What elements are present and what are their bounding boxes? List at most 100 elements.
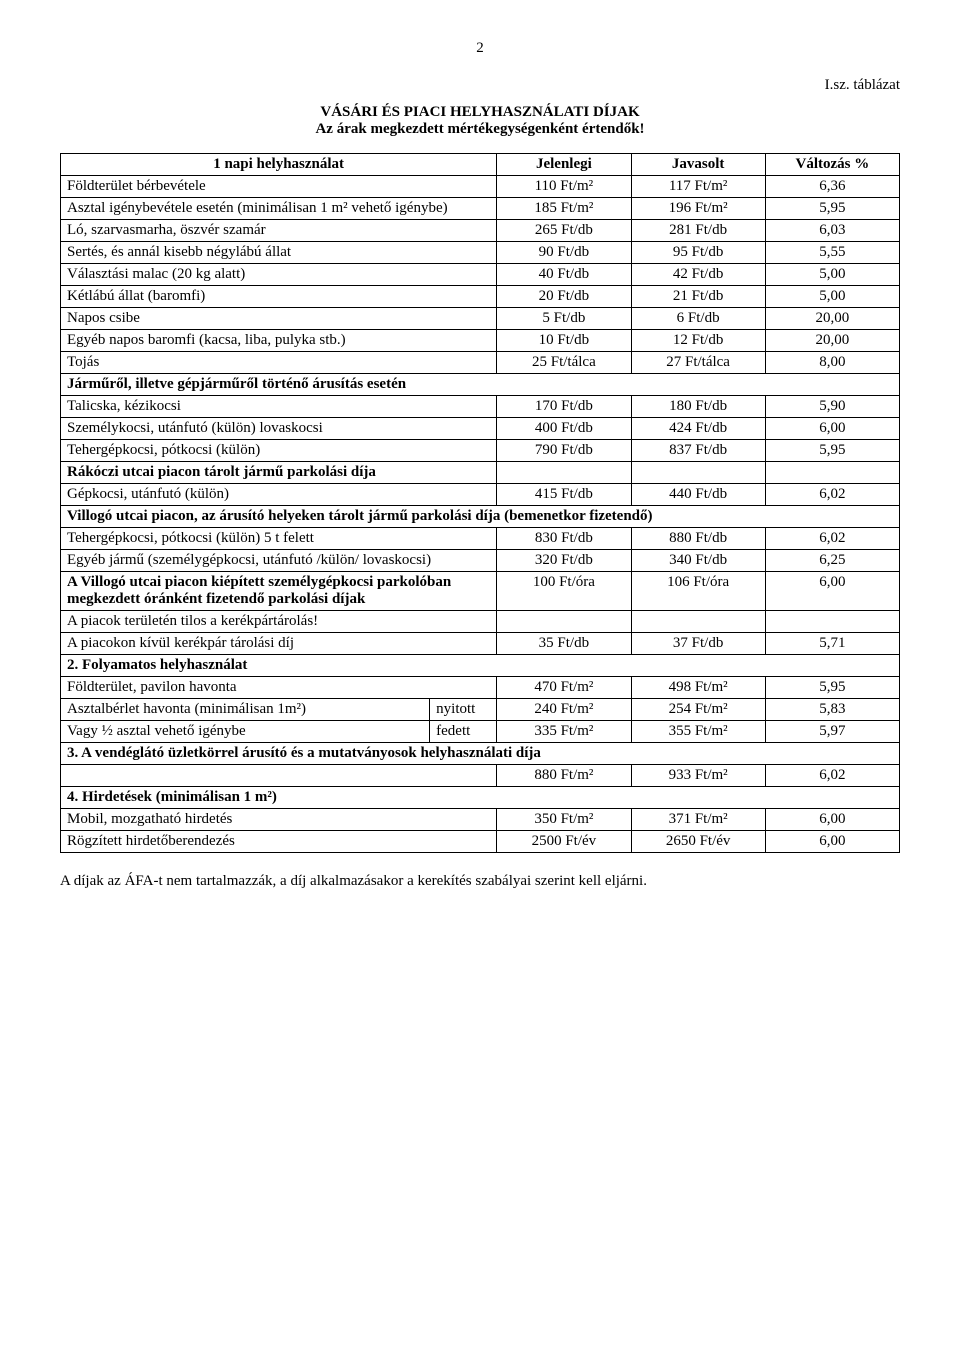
row-v3: 6,02 [765,528,899,550]
row-v1: 790 Ft/db [497,440,631,462]
table-row: 880 Ft/m²933 Ft/m²6,02 [61,765,900,787]
table-row: Talicska, kézikocsi170 Ft/db180 Ft/db5,9… [61,396,900,418]
table-row: Vagy ½ asztal vehető igénybefedett335 Ft… [61,721,900,743]
header-row: 1 napi helyhasználat Jelenlegi Javasolt … [61,154,900,176]
row-sub: nyitott [430,699,497,721]
header-item: 1 napi helyhasználat [61,154,497,176]
row-v3: 5,97 [765,721,899,743]
row-v1: 880 Ft/m² [497,765,631,787]
row-v2: 837 Ft/db [631,440,765,462]
row-v1: 25 Ft/tálca [497,352,631,374]
row-v3: 20,00 [765,308,899,330]
row-name: Tehergépkocsi, pótkocsi (külön) [61,440,497,462]
row-name [61,765,497,787]
row-v3: 5,00 [765,286,899,308]
row-v3: 6,36 [765,176,899,198]
row-v3: 5,95 [765,440,899,462]
table-row: Tehergépkocsi, pótkocsi (külön) 5 t fele… [61,528,900,550]
row-v1: 335 Ft/m² [497,721,631,743]
document-subtitle: Az árak megkezdett mértékegységenként ér… [60,121,900,138]
row-v1: 185 Ft/m² [497,198,631,220]
row-v1: 35 Ft/db [497,633,631,655]
row-v2: 117 Ft/m² [631,176,765,198]
row-v2: 21 Ft/db [631,286,765,308]
section-title: Járműről, illetve gépjárműről történő ár… [61,374,900,396]
row-v3: 6,00 [765,418,899,440]
page-number: 2 [60,40,900,57]
row-v2: 880 Ft/db [631,528,765,550]
row-v1: 240 Ft/m² [497,699,631,721]
row-v2: 424 Ft/db [631,418,765,440]
table-row: Gépkocsi, utánfutó (külön)415 Ft/db440 F… [61,484,900,506]
row-name: Napos csibe [61,308,497,330]
row-v1: 40 Ft/db [497,264,631,286]
row-v3: 6,00 [765,809,899,831]
row-v1: 470 Ft/m² [497,677,631,699]
row-v2: 440 Ft/db [631,484,765,506]
row-v1: 265 Ft/db [497,220,631,242]
table-row: A piacokon kívül kerékpár tárolási díj35… [61,633,900,655]
row-v3: 5,55 [765,242,899,264]
row-v3: 6,00 [765,831,899,853]
row-name: Asztalbérlet havonta (minimálisan 1m²) [61,699,430,721]
table-row: Napos csibe5 Ft/db6 Ft/db20,00 [61,308,900,330]
row-v2: 106 Ft/óra [631,572,765,611]
row-v3: 6,02 [765,484,899,506]
row-v3: 6,02 [765,765,899,787]
row-v1: 830 Ft/db [497,528,631,550]
row-v2: 27 Ft/tálca [631,352,765,374]
row-v2: 6 Ft/db [631,308,765,330]
row-v2: 12 Ft/db [631,330,765,352]
row-name: Gépkocsi, utánfutó (külön) [61,484,497,506]
table-row: Tojás25 Ft/tálca27 Ft/tálca8,00 [61,352,900,374]
section-title: Villogó utcai piacon, az árusító helyeke… [61,506,900,528]
row-v3: 5,71 [765,633,899,655]
row-v3: 5,00 [765,264,899,286]
row-name: Rögzített hirdetőberendezés [61,831,497,853]
row-name: A piacok területén tilos a kerékpártárol… [61,611,497,633]
table-row: Földterület bérbevétele110 Ft/m²117 Ft/m… [61,176,900,198]
header-change: Változás % [765,154,899,176]
row-v1: 2500 Ft/év [497,831,631,853]
row-v1: 100 Ft/óra [497,572,631,611]
row-v3: 6,00 [765,572,899,611]
row-v2: 371 Ft/m² [631,809,765,831]
row-name: Tojás [61,352,497,374]
table-row: Mobil, mozgatható hirdetés350 Ft/m²371 F… [61,809,900,831]
section-title: 3. A vendéglátó üzletkörrel árusító és a… [61,743,900,765]
row-v2: 37 Ft/db [631,633,765,655]
table-row: Asztalbérlet havonta (minimálisan 1m²)ny… [61,699,900,721]
bike-forbidden-row: A piacok területén tilos a kerékpártárol… [61,611,900,633]
document-title: VÁSÁRI ÉS PIACI HELYHASZNÁLATI DÍJAK [60,104,900,121]
table-row: Földterület, pavilon havonta470 Ft/m²498… [61,677,900,699]
table-row: Ló, szarvasmarha, öszvér szamár265 Ft/db… [61,220,900,242]
row-v1: 415 Ft/db [497,484,631,506]
table-row: Egyéb napos baromfi (kacsa, liba, pulyka… [61,330,900,352]
section-continuous: 2. Folyamatos helyhasználat [61,655,900,677]
row-v2: 2650 Ft/év [631,831,765,853]
table-row: Egyéb jármű (személygépkocsi, utánfutó /… [61,550,900,572]
row-v2: 254 Ft/m² [631,699,765,721]
row-v1: 400 Ft/db [497,418,631,440]
row-v1: 350 Ft/m² [497,809,631,831]
table-row: Választási malac (20 kg alatt)40 Ft/db42… [61,264,900,286]
row-name: Tehergépkocsi, pótkocsi (külön) 5 t fele… [61,528,497,550]
footer-note: A díjak az ÁFA-t nem tartalmazzák, a díj… [60,873,900,890]
section-ads: 4. Hirdetések (minimálisan 1 m²) [61,787,900,809]
row-v2: 355 Ft/m² [631,721,765,743]
section-villogo: Villogó utcai piacon, az árusító helyeke… [61,506,900,528]
row-v1: 10 Ft/db [497,330,631,352]
row-v3: 20,00 [765,330,899,352]
rakoczi-header-row: Rákóczi utcai piacon tárolt jármű parkol… [61,462,900,484]
row-name: Személykocsi, utánfutó (külön) lovaskocs… [61,418,497,440]
section-title: 2. Folyamatos helyhasználat [61,655,900,677]
row-v3: 5,90 [765,396,899,418]
header-proposed: Javasolt [631,154,765,176]
row-v3: 6,03 [765,220,899,242]
row-name: Egyéb jármű (személygépkocsi, utánfutó /… [61,550,497,572]
row-name: Választási malac (20 kg alatt) [61,264,497,286]
row-v3: 5,95 [765,198,899,220]
row-v1: 5 Ft/db [497,308,631,330]
row-v2: 340 Ft/db [631,550,765,572]
section-title: 4. Hirdetések (minimálisan 1 m²) [61,787,900,809]
